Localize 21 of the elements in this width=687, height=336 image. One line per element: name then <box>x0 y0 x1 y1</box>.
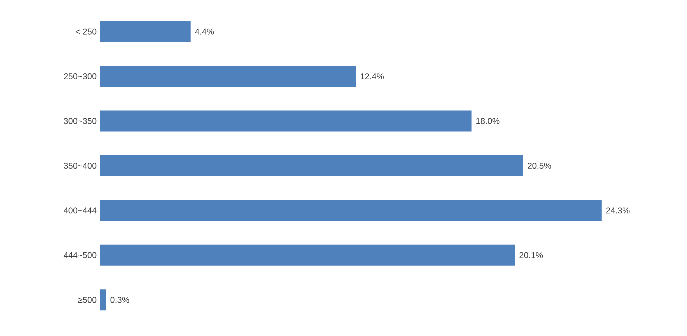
data-label: 20.5% <box>528 163 552 169</box>
y-tick-label: 300~350 <box>64 118 97 124</box>
data-label: 4.4% <box>195 28 214 35</box>
y-tick-label: 250~300 <box>64 74 97 80</box>
data-label: 18.0% <box>476 118 500 124</box>
y-tick-label: 444~500 <box>64 252 97 258</box>
data-label: 0.3% <box>110 297 130 304</box>
bar <box>100 290 106 311</box>
bar <box>100 156 524 176</box>
y-tick-label: 400~444 <box>64 208 97 214</box>
bar <box>100 110 472 132</box>
bar <box>100 200 602 222</box>
bar <box>100 66 356 88</box>
data-label: 24.3% <box>606 208 630 214</box>
y-tick-label: ≥500 <box>78 297 97 304</box>
data-label: 12.4% <box>360 74 384 80</box>
y-tick-label: 350~400 <box>64 163 97 169</box>
y-tick-label: < 250 <box>76 28 97 35</box>
data-label: 20.1% <box>520 252 544 258</box>
bar <box>100 21 191 42</box>
bar <box>100 244 516 266</box>
